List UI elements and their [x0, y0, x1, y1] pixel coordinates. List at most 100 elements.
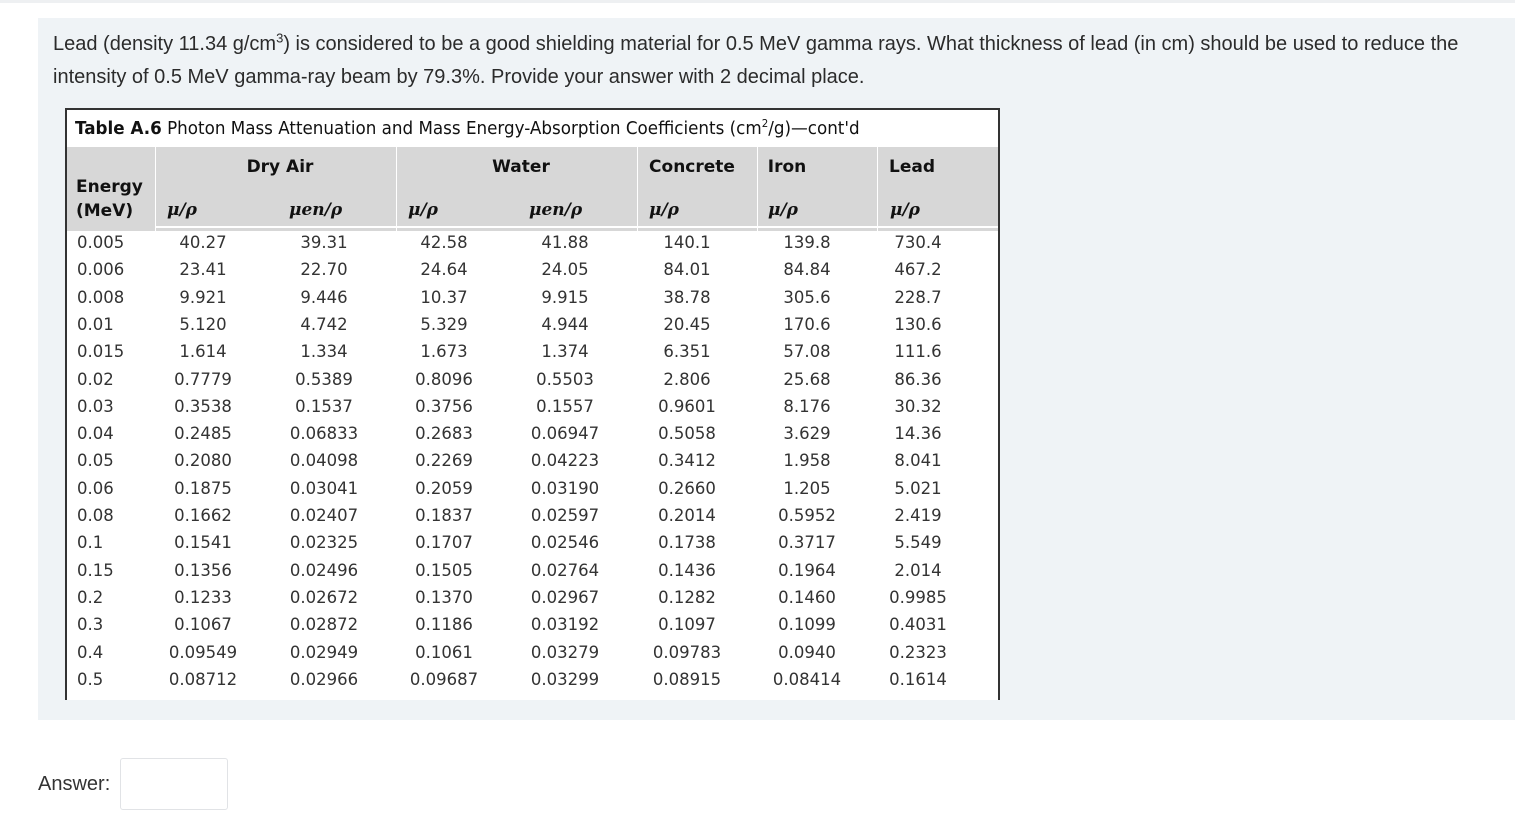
- value-cell: 0.2059: [415, 478, 473, 498]
- energy-cell: 0.5: [77, 669, 104, 689]
- value-cell: 25.68: [783, 369, 831, 389]
- energy-cell: 0.15: [77, 560, 114, 580]
- answer-input[interactable]: [120, 758, 228, 810]
- value-cell: 42.58: [420, 233, 468, 252]
- table-row: 0.06 0.1875 0.03041 0.2059 0.03190 0.2660 1.20…: [67, 479, 998, 506]
- subheader-water-muen-rho: μen/ρ: [529, 200, 583, 220]
- value-cell: 0.1614: [889, 669, 947, 689]
- value-cell: 84.84: [783, 260, 831, 280]
- question-text-part-1: Lead (density 11.34 g/cm: [53, 33, 277, 55]
- value-cell: 0.1097: [658, 615, 716, 635]
- header-divider: [396, 147, 397, 231]
- value-cell: 41.88: [541, 233, 589, 252]
- energy-cell: 0.005: [77, 233, 125, 252]
- value-cell: 2.806: [663, 369, 711, 389]
- table-caption-suffix: /g)—cont'd: [768, 118, 860, 139]
- value-cell: 0.2014: [658, 506, 716, 525]
- value-cell: 0.06833: [289, 424, 359, 444]
- value-cell: 1.958: [783, 451, 831, 471]
- energy-cell: 0.05: [77, 451, 114, 471]
- energy-cell: 0.015: [77, 342, 125, 362]
- value-cell: 10.37: [420, 287, 468, 307]
- value-cell: 111.6: [894, 342, 942, 362]
- value-cell: 0.8096: [415, 369, 473, 389]
- energy-header-label: Energy: [76, 177, 143, 197]
- value-cell: 0.09783: [652, 642, 722, 662]
- value-cell: 0.02407: [289, 506, 359, 525]
- energy-cell: 0.01: [77, 314, 114, 334]
- answer-label: Answer:: [38, 773, 111, 795]
- value-cell: 0.2080: [174, 451, 232, 471]
- subheader-lead-mu-rho: μ/ρ: [890, 200, 920, 220]
- value-cell: 3.629: [783, 424, 831, 444]
- value-cell: 9.921: [179, 287, 227, 307]
- value-cell: 0.1875: [174, 478, 232, 498]
- attenuation-table: Table A.6 Photon Mass Attenuation and Ma…: [65, 108, 1000, 700]
- value-cell: 38.78: [663, 287, 711, 307]
- value-cell: 14.36: [894, 424, 942, 444]
- value-cell: 0.02966: [289, 669, 359, 689]
- value-cell: 0.08712: [168, 669, 238, 689]
- value-cell: 4.742: [300, 314, 348, 334]
- energy-cell: 0.02: [77, 369, 114, 389]
- value-cell: 0.1662: [174, 506, 232, 525]
- value-cell: 0.04098: [289, 451, 359, 471]
- energy-cell: 0.03: [77, 396, 114, 416]
- value-cell: 57.08: [783, 342, 831, 362]
- value-cell: 0.3717: [778, 533, 836, 553]
- energy-header: Energy (MeV): [76, 175, 143, 223]
- value-cell: 0.9985: [889, 587, 947, 607]
- value-cell: 2.014: [894, 560, 942, 580]
- subheader-iron-mu-rho: μ/ρ: [768, 200, 798, 220]
- value-cell: 8.041: [894, 451, 942, 471]
- value-cell: 0.1541: [174, 533, 232, 553]
- value-cell: 0.1099: [778, 615, 836, 635]
- group-header-lead: Lead: [888, 157, 936, 177]
- subheader-air-muen-rho: μen/ρ: [289, 200, 343, 220]
- energy-cell: 0.04: [77, 424, 114, 444]
- value-cell: 9.446: [300, 287, 348, 307]
- value-cell: 0.1370: [415, 587, 473, 607]
- value-cell: 0.2683: [415, 424, 473, 444]
- table-row: 0.5 0.08712 0.02966 0.09687 0.03299 0.08915 0.…: [67, 670, 998, 697]
- table-row: 0.4 0.09549 0.02949 0.1061 0.03279 0.09783 0.0…: [67, 643, 998, 670]
- value-cell: 0.5952: [778, 506, 836, 525]
- value-cell: 467.2: [894, 260, 942, 280]
- value-cell: 0.3538: [174, 396, 232, 416]
- value-cell: 5.120: [179, 314, 227, 334]
- table-caption-superscript: 2: [761, 117, 769, 130]
- value-cell: 0.08915: [652, 669, 722, 689]
- energy-cell: 0.2: [77, 587, 104, 607]
- value-cell: 0.03299: [530, 669, 600, 689]
- value-cell: 22.70: [300, 260, 348, 280]
- question-text: Lead (density 11.34 g/cm3) is considered…: [53, 28, 1508, 94]
- value-cell: 139.8: [783, 233, 831, 252]
- value-cell: 0.02672: [289, 587, 359, 607]
- value-cell: 0.1233: [174, 587, 232, 607]
- value-cell: 1.673: [420, 342, 468, 362]
- value-cell: 6.351: [663, 342, 711, 362]
- value-cell: 1.374: [541, 342, 589, 362]
- energy-header-unit: (MeV): [76, 201, 134, 221]
- value-cell: 0.2660: [658, 478, 716, 498]
- value-cell: 0.1356: [174, 560, 232, 580]
- table-row: 0.08 0.1662 0.02407 0.1837 0.02597 0.2014 0.59…: [67, 506, 998, 533]
- value-cell: 0.2323: [889, 642, 947, 662]
- table-row: 0.2 0.1233 0.02672 0.1370 0.02967 0.1282 0.146…: [67, 588, 998, 615]
- value-cell: 0.2269: [415, 451, 473, 471]
- value-cell: 0.02764: [530, 560, 600, 580]
- value-cell: 0.09549: [168, 642, 238, 662]
- value-cell: 0.1186: [415, 615, 473, 635]
- value-cell: 0.5503: [536, 369, 594, 389]
- question-panel: Lead (density 11.34 g/cm3) is considered…: [38, 18, 1515, 720]
- value-cell: 86.36: [894, 369, 942, 389]
- table-row: 0.02 0.7779 0.5389 0.8096 0.5503 2.806 25.68 86…: [67, 370, 998, 397]
- value-cell: 20.45: [663, 314, 711, 334]
- value-cell: 0.3412: [658, 451, 716, 471]
- value-cell: 130.6: [894, 314, 942, 334]
- value-cell: 1.334: [300, 342, 348, 362]
- value-cell: 0.06947: [530, 424, 600, 444]
- value-cell: 0.02872: [289, 615, 359, 635]
- top-border: [0, 0, 1515, 3]
- value-cell: 84.01: [663, 260, 711, 280]
